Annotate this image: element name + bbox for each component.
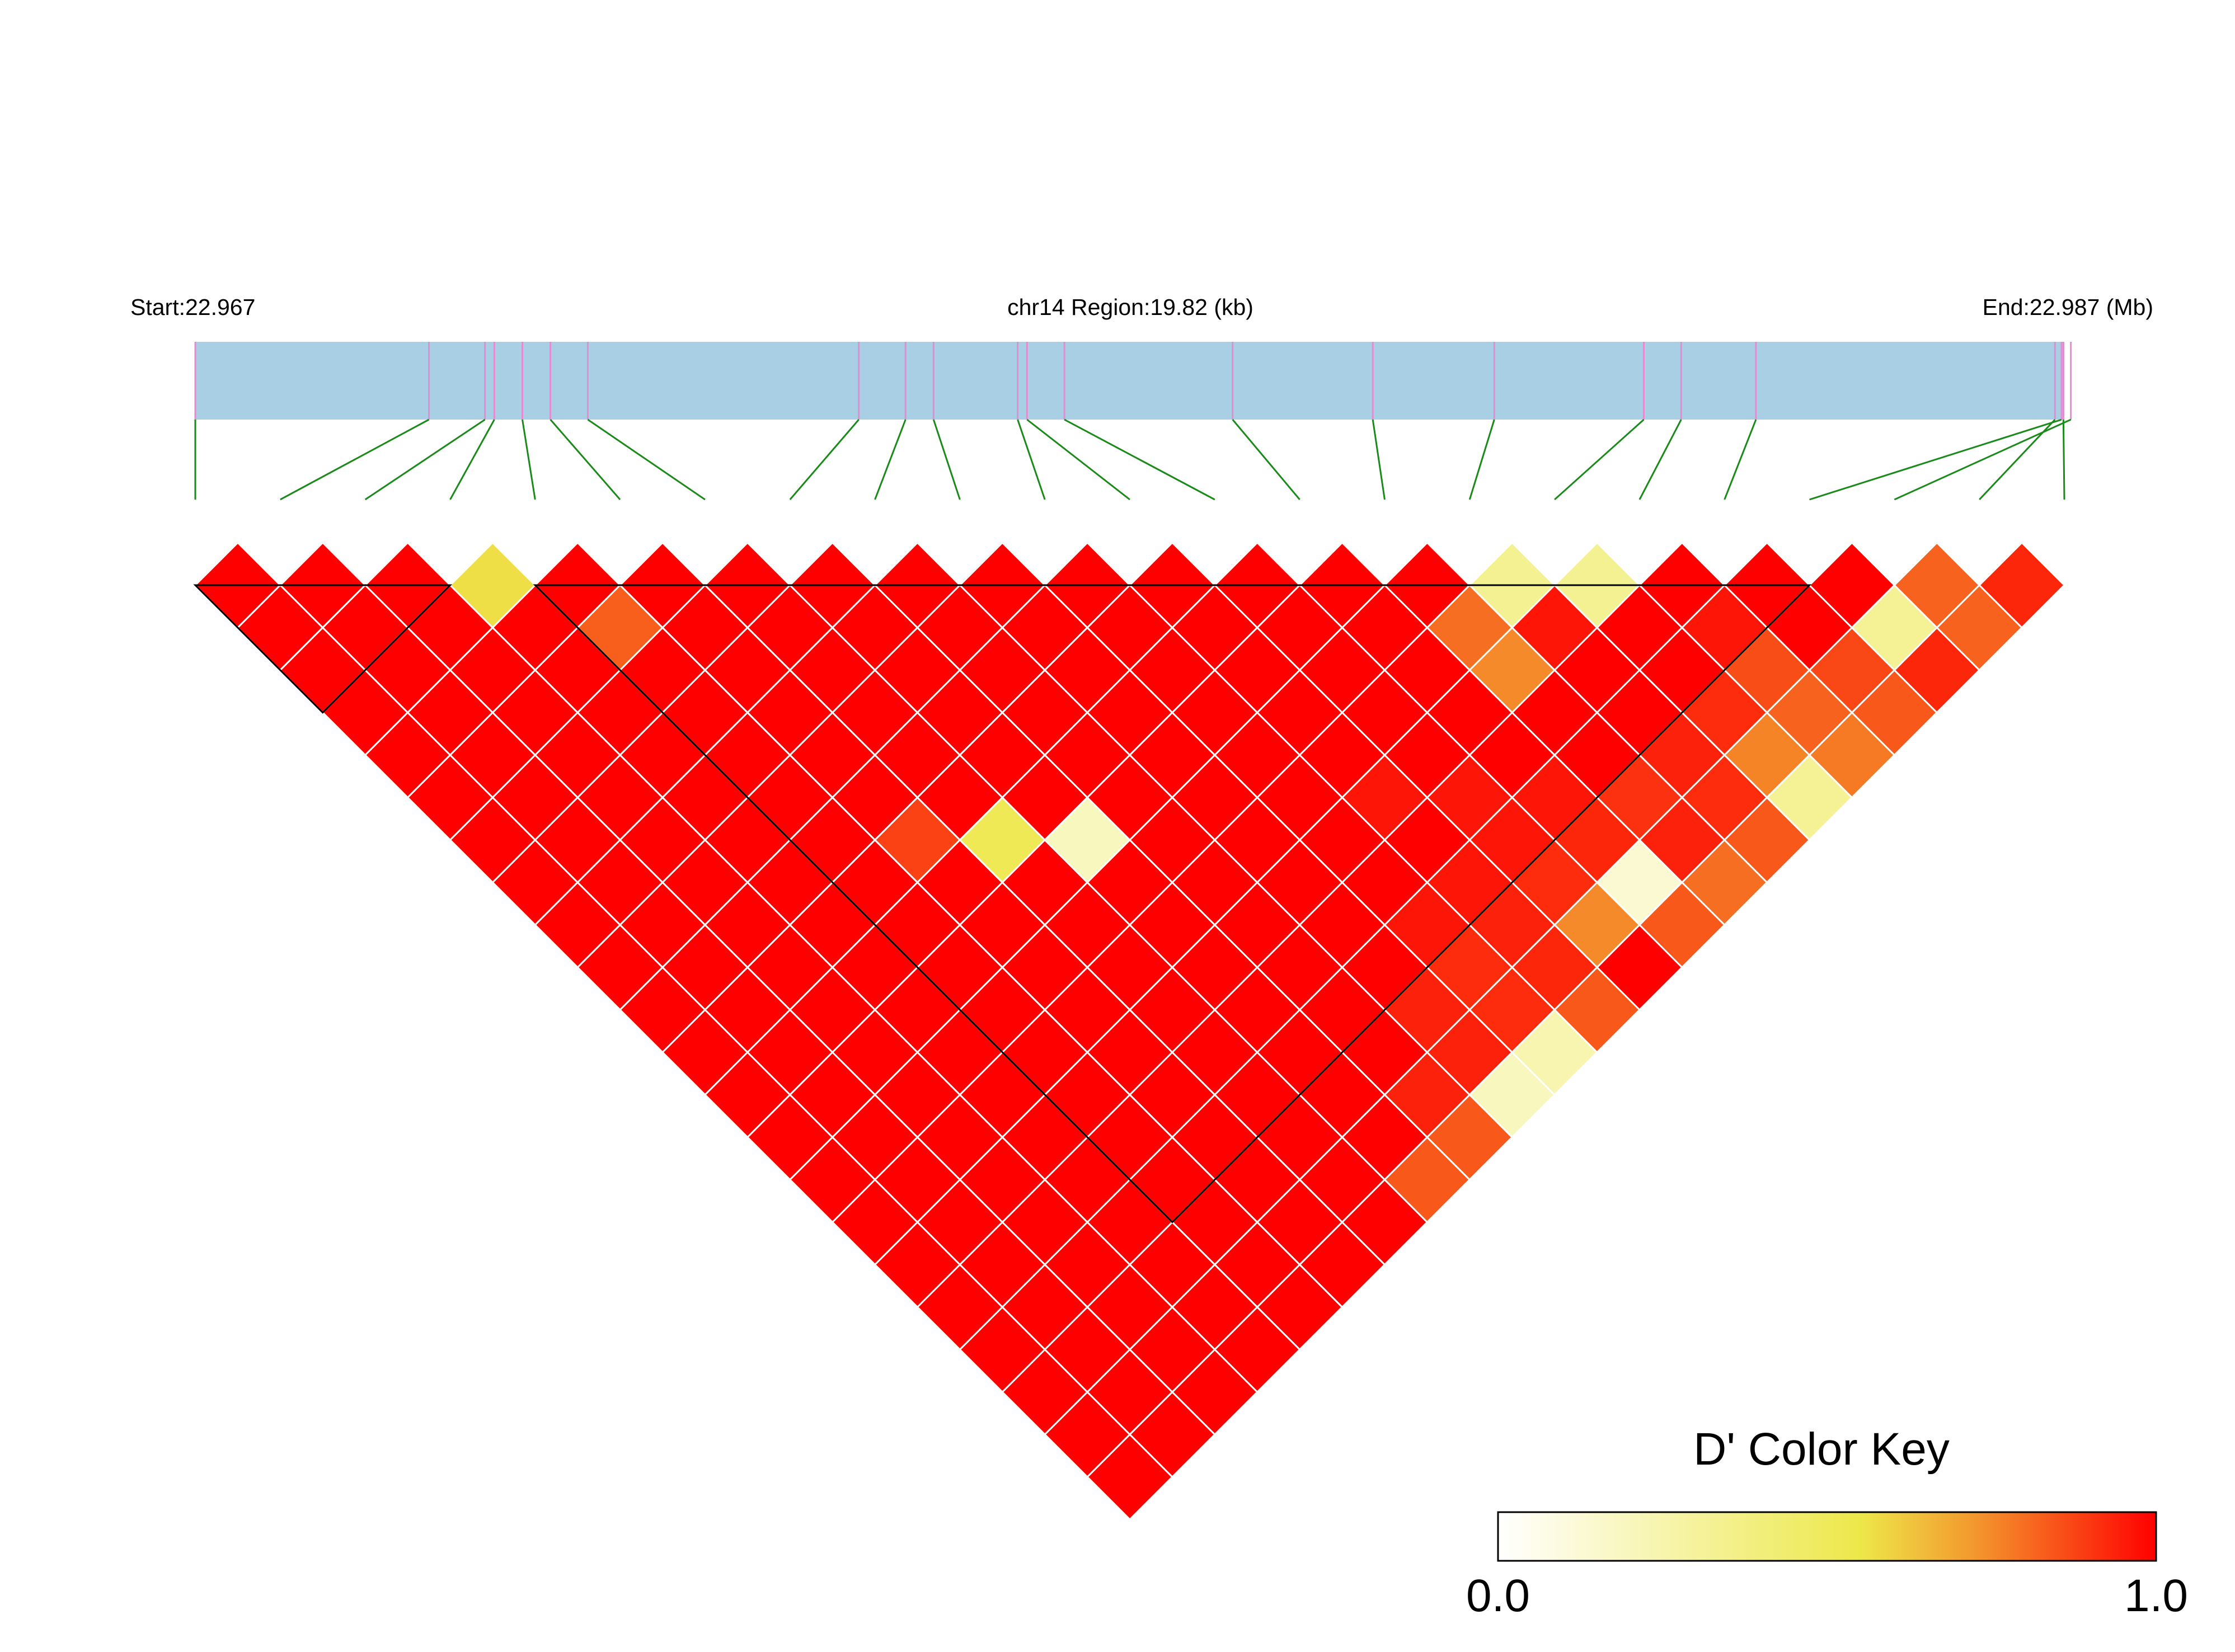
snp-connector-12 [1026,418,1130,501]
ld-cell-group [194,541,2066,1521]
region-end-label: End:22.987 (Mb) [1983,294,2153,320]
chromosome-track [195,342,2064,420]
color-key-min-label: 0.0 [1466,1570,1530,1621]
snp-connector-10 [932,419,961,500]
snp-connector-group [194,418,2072,501]
region-center-label: chr14 Region:19.82 (kb) [1007,294,1253,320]
snp-connector-2 [280,418,430,501]
snp-connector-7 [587,418,706,501]
snp-connector-8 [789,419,860,500]
region-start-label: Start:22.967 [130,294,255,320]
snp-connector-14 [1232,419,1300,500]
color-key-title: D' Color Key [1693,1424,1950,1475]
ld-cell-22-23 [1978,541,2066,629]
snp-tick-group [194,342,2072,420]
snp-connector-19 [1724,419,1757,500]
ld-block-outline-2 [533,584,1812,1223]
snp-connector-17 [1554,418,1645,501]
snp-connector-4 [449,419,495,500]
color-key-max-label: 1.0 [2124,1570,2188,1621]
snp-connector-5 [522,419,536,500]
color-key-bar [1497,1511,2157,1562]
snp-connector-20 [1809,418,2062,501]
snp-connector-3 [364,418,486,501]
ld-block-outline-1 [193,584,453,714]
snp-connector-22 [1979,418,2056,501]
snp-connector-13 [1064,418,1215,501]
snp-connector-23 [2062,419,2065,500]
snp-connector-15 [1372,419,1386,500]
snp-connector-6 [550,419,621,500]
ld-block-outline-group [193,584,1812,1223]
snp-connector-18 [1638,419,1682,500]
snp-connector-16 [1468,419,1495,500]
snp-connector-11 [1017,419,1046,500]
snp-connector-9 [874,419,907,500]
